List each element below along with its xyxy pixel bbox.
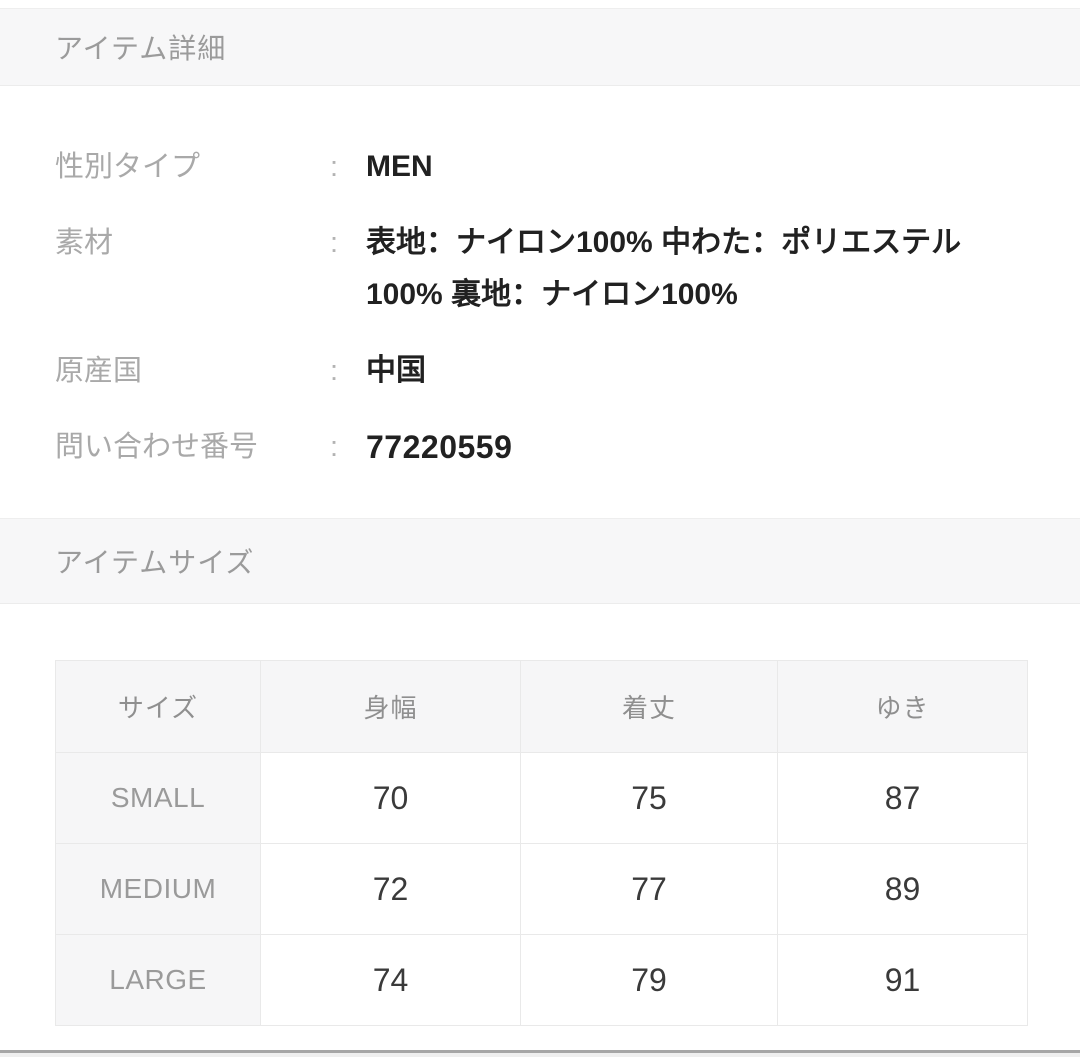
item-details-header: アイテム詳細	[0, 8, 1080, 86]
column-header-sleeve: ゆき	[777, 660, 1028, 753]
column-header-body-width: 身幅	[260, 660, 521, 753]
column-header-length: 着丈	[520, 660, 778, 753]
detail-value: 表地：ナイロン100% 中わた：ポリエステル100% 裏地：ナイロン100%	[366, 226, 962, 311]
row-header-size: LARGE	[55, 934, 261, 1026]
item-size-title: アイテムサイズ	[55, 547, 255, 578]
detail-row-gender-type: 性別タイプ : MEN	[55, 141, 1030, 193]
cell-length: 79	[520, 934, 778, 1026]
table-row-large: LARGE 74 79 91	[55, 934, 1028, 1026]
cell-body-width: 74	[260, 934, 521, 1026]
cell-sleeve: 89	[777, 843, 1028, 935]
item-details-section: 性別タイプ : MEN 素材 : 表地：ナイロン100% 中わた：ポリエステル1…	[0, 86, 1080, 518]
cell-sleeve: 91	[777, 934, 1028, 1026]
detail-label: 問い合わせ番号	[55, 431, 259, 463]
row-header-size: SMALL	[55, 752, 261, 844]
detail-separator: :	[330, 227, 339, 259]
detail-separator: :	[330, 431, 339, 463]
detail-row-inquiry-number: 問い合わせ番号 : 77220559	[55, 421, 1030, 473]
detail-label: 原産国	[55, 355, 143, 387]
detail-label: 性別タイプ	[55, 151, 201, 183]
detail-value: 77220559	[366, 429, 513, 465]
size-table-header-row: サイズ 身幅 着丈 ゆき	[55, 660, 1028, 753]
table-row-medium: MEDIUM 72 77 89	[55, 843, 1028, 935]
column-header-size: サイズ	[55, 660, 261, 753]
cell-body-width: 70	[260, 752, 521, 844]
item-details-title: アイテム詳細	[55, 33, 227, 64]
table-row-small: SMALL 70 75 87	[55, 752, 1028, 844]
row-header-size: MEDIUM	[55, 843, 261, 935]
top-gap	[0, 0, 1080, 8]
size-table: サイズ 身幅 着丈 ゆき SMALL 70 75 87 MEDIUM 72 77	[55, 660, 1028, 1026]
detail-value: MEN	[366, 150, 433, 183]
detail-label: 素材	[55, 227, 114, 259]
cell-body-width: 72	[260, 843, 521, 935]
detail-separator: :	[330, 355, 339, 387]
detail-separator: :	[330, 151, 339, 183]
cell-length: 75	[520, 752, 778, 844]
cell-length: 77	[520, 843, 778, 935]
cell-sleeve: 87	[777, 752, 1028, 844]
detail-row-country-of-origin: 原産国 : 中国	[55, 345, 1030, 397]
item-size-section: サイズ 身幅 着丈 ゆき SMALL 70 75 87 MEDIUM 72 77	[0, 604, 1080, 1026]
item-size-header: アイテムサイズ	[0, 518, 1080, 604]
detail-value: 中国	[366, 354, 426, 387]
detail-row-material: 素材 : 表地：ナイロン100% 中わた：ポリエステル100% 裏地：ナイロン1…	[55, 217, 1030, 321]
bottom-divider	[0, 1050, 1080, 1057]
